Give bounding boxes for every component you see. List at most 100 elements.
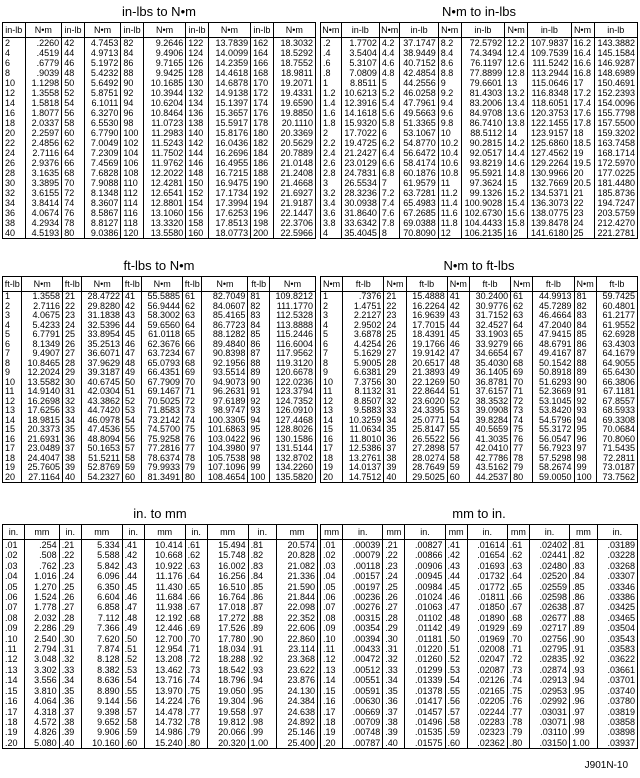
converted-value: 1.1298 [24,78,63,88]
source-value: 164 [250,48,274,58]
source-value: 11.2 [437,188,462,198]
converted-value: 44.2556 [399,78,439,88]
source-value: .02 [1,550,26,561]
converted-value: 17.018 [206,602,249,613]
source-value: .06 [319,592,344,603]
source-value: .72 [506,654,530,665]
source-value: .71 [184,644,208,655]
table-row: 2.6 23.0129 6.6 58.4174 10.6 93.8219 14.6 129.2… [320,158,639,168]
converted-value: 44.9913 [532,291,575,302]
column-header: in. [247,524,278,540]
table-row: .15.00591.35.01378.55.02165.75.02953.95.… [319,685,639,697]
source-value: 10 [1,377,23,387]
source-value: .60 [444,737,468,749]
converted-value: .03504 [596,623,639,634]
source-value: .72 [184,654,208,665]
source-value: .2 [320,37,342,48]
source-value: 25 [61,329,83,340]
table-head: N•m ft-lb N•m ft-lb N•m ft-lb N•m ft-lb N•m ft-lb [319,276,639,292]
converted-value: 194.7247 [593,198,639,208]
source-value: 60 [121,472,143,483]
converted-value: 5.1972 [83,58,122,68]
converted-value: 127.4562 [527,148,572,158]
converted-value: 72.5792 [460,37,506,48]
converted-value: 25.400 [276,737,318,749]
table-row: 36 4.0674 76 8.5867 116 13.1060 156 17.6253 196 2… [2,208,317,218]
table-row: .01.00039.21.00827.41.01614.61.02402.81.… [319,539,639,551]
source-value: .90 [247,633,278,645]
table-row: .18.00709.38.01496.58.02283.78.03071.98.… [319,716,639,728]
conversion-table: in. mm in. mm in. mm in. mm in. mm .01.254.21 5.334… [1,524,318,750]
converted-value: .02520 [528,571,571,582]
source-value: 4.6 [378,58,401,68]
converted-value: .6779 [24,58,63,68]
converted-value: 89.4840 [201,339,249,349]
source-value: 12 [437,228,462,239]
source-value: .4 [320,48,342,58]
table-block: ft-lbs to N•m ft-lb N•m ft-lb N•m ft-lb N•m ft-… [1,256,316,483]
source-value: .37 [382,706,406,717]
source-value: .29 [58,623,82,634]
table-row: .20 5.080.40 10.160.60 15.240.80 20.320 1.00 2… [1,737,318,749]
source-value: 54 [446,415,470,425]
converted-value: 150.4691 [593,78,639,88]
column-header: ft-lb [595,276,639,292]
source-value: .84 [569,571,598,582]
converted-value: 9.0386 [83,228,122,239]
source-value: 118 [120,218,144,228]
source-value: 20 [319,472,344,483]
source-value: 4.4 [378,48,401,58]
source-value: 104 [120,148,144,158]
source-value: .81 [247,539,278,551]
conversion-table: mm in. mm in. mm in. mm in. mm in. .01.00039.21.00… [319,524,639,750]
source-value: 12 [319,396,344,406]
source-value: .98 [247,716,278,728]
source-value: 80 [510,472,534,483]
table-body: 1.7376 21 15.4888 41 30.2400 61 44.9913 81 59.74… [319,291,639,483]
converted-value: 6.1011 [83,98,122,108]
source-value: 38 [61,453,83,463]
source-value: 90 [120,78,144,88]
converted-value: 79.6601 [460,78,506,88]
converted-value: 23.876 [276,675,318,686]
source-value: 158 [185,218,209,228]
column-header: N•m [320,22,342,38]
source-value: .28 [382,612,406,624]
table-row: 4.4519 44 4.9713 84 9.4906 124 14.0099 164 18.52… [2,48,317,58]
source-value: 23 [61,310,83,321]
table-row: .09 2.286.29 7.366.49 12.446.69 17.526.89 22.… [1,623,318,634]
converted-value: 5.4232 [83,68,122,78]
source-value: 7 [319,348,344,359]
converted-value: 81.3491 [141,472,183,483]
source-value: .33 [58,664,82,676]
converted-value: 4.7453 [83,37,122,48]
table-row: .06 1.524.26 6.604.46 11.684.66 16.764.86 21.… [1,592,318,603]
converted-value: 21.082 [276,560,318,572]
source-value: 150 [185,178,209,188]
source-value: 14.2 [504,138,529,148]
source-value: 78 [181,453,203,463]
converted-value: 14.4618 [207,68,252,78]
converted-value: 14.0099 [207,48,252,58]
converted-value: 86.7410 [460,118,506,128]
column-header: mm [276,524,318,540]
converted-value: 4.826 [24,727,60,738]
source-value: 154 [185,198,209,208]
converted-value: 100.3305 [201,415,249,425]
source-value: .86 [247,592,278,603]
converted-value: 30.0938 [340,198,380,208]
source-value: 6.2 [378,138,401,148]
converted-value: 16.0436 [207,138,252,148]
source-value: 81 [573,291,597,302]
table-row: 8.9039 48 5.4232 88 9.9425 128 14.4618 168 18.98… [2,68,317,78]
table-row: .15 3.810.35 8.890.55 13.970.75 19.050.95 24.… [1,685,318,697]
converted-value: 61.2177 [595,310,639,321]
source-value: 46 [446,339,470,349]
converted-value: 64.1679 [595,348,639,359]
table-title: ft-lbs to N•m [123,258,195,273]
converted-value: 63.7281 [399,188,439,198]
source-value: 75 [510,424,534,435]
source-value: .91 [247,644,278,655]
converted-value: 18.0773 [207,228,252,239]
converted-value: .01181 [404,633,446,645]
